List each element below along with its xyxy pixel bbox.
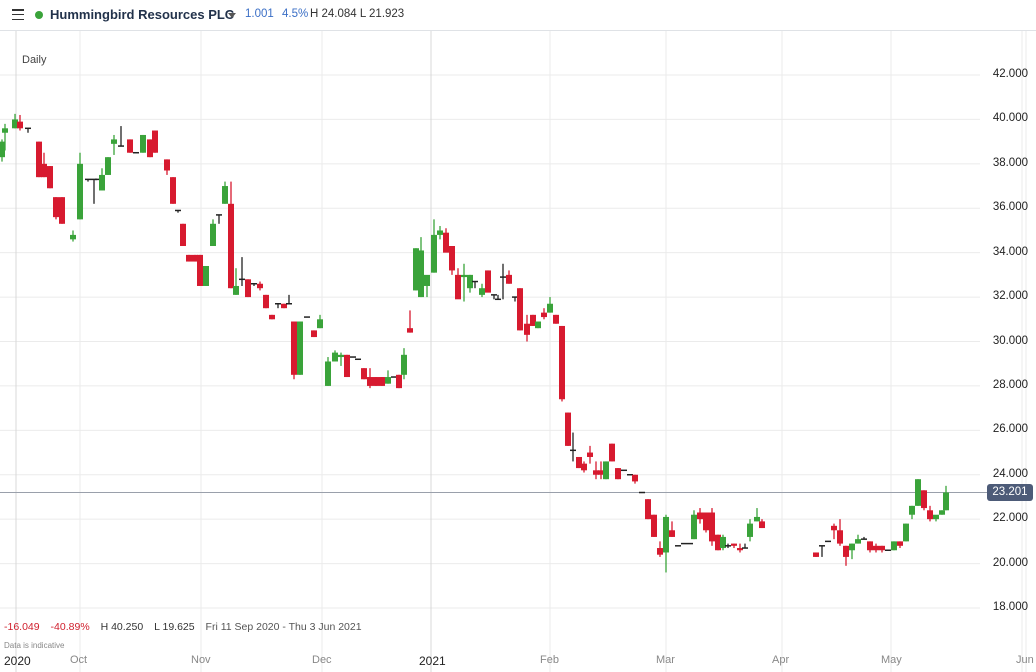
market-status-dot-icon — [35, 11, 43, 19]
x-tick-label: Dec — [312, 654, 332, 666]
y-tick-label: 18.000 — [992, 601, 1028, 613]
x-tick-label: 2020 — [4, 654, 31, 668]
period-low: L 19.625 — [154, 621, 195, 633]
x-tick-label: Jun — [1016, 654, 1034, 666]
y-tick-label: 36.000 — [992, 201, 1028, 214]
hamburger-menu-icon[interactable] — [12, 9, 24, 21]
y-tick-label: 22.000 — [992, 512, 1028, 525]
x-tick-label: May — [881, 654, 902, 666]
period-change-percent: -40.89% — [50, 621, 90, 633]
y-tick-label: 32.000 — [992, 290, 1028, 303]
price-change: 1.001 — [245, 8, 274, 20]
period-high: H 40.250 — [100, 621, 144, 633]
period-range: Fri 11 Sep 2020 - Thu 3 Jun 2021 — [205, 621, 362, 633]
y-tick-label: 42.000 — [992, 68, 1028, 80]
current-price-badge: 23.201 — [987, 484, 1033, 501]
chevron-down-icon[interactable] — [228, 13, 236, 18]
period-change: -16.049 — [4, 621, 40, 633]
x-tick-label: Nov — [191, 654, 211, 666]
chart-canvas[interactable] — [0, 31, 1036, 672]
price-change-percent: 4.5% — [282, 8, 309, 20]
instrument-name[interactable]: Hummingbird Resources PLC — [50, 7, 235, 22]
x-tick-label: Apr — [772, 654, 790, 666]
interval-label[interactable]: Daily — [22, 54, 47, 66]
candlestick-chart[interactable] — [0, 31, 1036, 672]
y-tick-label: 34.000 — [992, 245, 1028, 258]
y-tick-label: 38.000 — [992, 156, 1028, 169]
y-tick-label: 30.000 — [992, 334, 1028, 347]
day-high-low: H 24.084 L 21.923 — [310, 8, 405, 20]
y-tick-label: 24.000 — [992, 467, 1028, 480]
x-tick-label: 2021 — [419, 654, 446, 668]
instrument-header: Hummingbird Resources PLC 1.001 4.5% H 2… — [0, 0, 1036, 31]
y-tick-label: 26.000 — [992, 423, 1028, 436]
period-summary: -16.049 -40.89% H 40.250 L 19.625 Fri 11… — [4, 621, 370, 633]
y-tick-label: 28.000 — [992, 378, 1028, 391]
y-tick-label: 40.000 — [992, 112, 1028, 125]
x-tick-label: Feb — [540, 654, 559, 666]
y-tick-label: 20.000 — [992, 556, 1028, 569]
data-disclaimer: Data is indicative — [4, 641, 65, 650]
x-tick-label: Oct — [70, 654, 88, 666]
x-tick-label: Mar — [656, 654, 675, 666]
